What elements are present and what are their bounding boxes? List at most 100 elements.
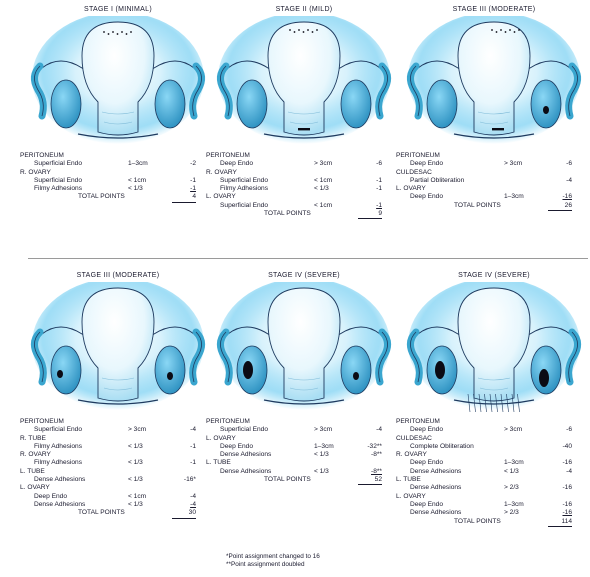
finding-points: -4 <box>190 500 196 508</box>
site-heading: L. OVARY <box>396 493 590 501</box>
site-label: L. OVARY <box>206 193 236 201</box>
finding-row: Filmy Adhesions < 1/3 -1 <box>206 185 402 193</box>
total-row: TOTAL POINTS 4 <box>20 193 216 203</box>
total-row: TOTAL POINTS 26 <box>396 201 590 212</box>
finding-row: Superficial Endo > 3cm -4 <box>20 426 216 434</box>
finding-size: < 1/3 <box>128 476 143 484</box>
finding-size: < 1/3 <box>314 467 329 475</box>
site-label: CULDESAC <box>396 168 432 176</box>
finding-points: -1 <box>190 185 196 193</box>
finding-label: Filmy Adhesions <box>34 442 83 450</box>
site-heading: R. TUBE <box>20 435 216 443</box>
finding-label: Dense Adhesions <box>220 467 272 475</box>
scoring-table: PERITONEUM Deep Endo > 3cm -6 CULDESAC Comple… <box>396 418 590 527</box>
finding-row: Dense Adhesions < 1/3 -4 <box>396 468 590 476</box>
finding-size: < 1cm <box>314 176 333 184</box>
site-heading: PERITONEUM <box>396 152 590 160</box>
site-label: L. TUBE <box>20 467 45 475</box>
finding-label: Superficial Endo <box>34 176 83 184</box>
finding-points: -1 <box>376 201 382 209</box>
scoring-table: PERITONEUM Superficial Endo > 3cm -4 R. TUBE… <box>20 418 216 519</box>
finding-points: -32** <box>367 442 382 450</box>
total-points: 114 <box>548 518 572 527</box>
site-label: R. OVARY <box>396 451 427 459</box>
site-heading: L. OVARY <box>396 185 590 193</box>
finding-label: Partial Obliteration <box>410 176 465 184</box>
finding-row: Superficial Endo > 3cm -4 <box>206 426 402 434</box>
finding-label: Deep Endo <box>220 160 253 168</box>
uterus-illustration <box>206 282 402 422</box>
finding-size: 1–3cm <box>128 160 148 168</box>
finding-row: Superficial Endo < 1cm -1 <box>206 202 402 210</box>
finding-label: Filmy Adhesions <box>34 459 83 467</box>
finding-points: -16* <box>183 476 196 484</box>
site-heading: PERITONEUM <box>20 152 216 160</box>
scoring-table: PERITONEUM Deep Endo > 3cm -6 CULDESAC Partia… <box>396 152 590 212</box>
finding-label: Superficial Endo <box>220 201 269 209</box>
finding-label: Superficial Endo <box>34 160 83 168</box>
finding-points: -16 <box>562 193 572 201</box>
finding-points: -4 <box>566 467 572 475</box>
endometriosis-lesion <box>167 372 173 380</box>
stage-panel: STAGE IV (SEVERE) <box>396 272 590 542</box>
finding-size: 1–3cm <box>504 459 524 467</box>
finding-row: Complete Obliteration -40 <box>396 443 590 451</box>
section-divider <box>28 258 588 259</box>
finding-row: Deep Endo 1–3cm -16 <box>396 501 590 509</box>
finding-size: < 1/3 <box>128 442 143 450</box>
endometriosis-lesion <box>298 128 310 131</box>
site-label: PERITONEUM <box>20 152 64 159</box>
finding-points: -4 <box>566 176 572 184</box>
site-label: L. OVARY <box>396 492 426 500</box>
site-heading: PERITONEUM <box>206 418 402 426</box>
site-heading: PERITONEUM <box>206 152 402 160</box>
finding-points: -6 <box>376 160 382 168</box>
finding-row: Dense Adhesions < 1/3 -8** <box>206 468 402 476</box>
scoring-table: PERITONEUM Superficial Endo 1–3cm -2 R. OVAR… <box>20 152 216 203</box>
total-points: 52 <box>358 476 382 486</box>
finding-label: Deep Endo <box>34 492 67 500</box>
site-label: PERITONEUM <box>20 418 64 425</box>
finding-label: Dense Adhesions <box>410 484 462 492</box>
finding-size: < 1/3 <box>128 185 143 193</box>
stage-title: STAGE IV (SEVERE) <box>458 272 530 279</box>
finding-size: > 3cm <box>314 160 333 168</box>
finding-row: Deep Endo 1–3cm -32** <box>206 443 402 451</box>
footnote-2: **Point assignment doubled <box>226 561 305 568</box>
total-row: TOTAL POINTS 30 <box>20 509 216 519</box>
finding-label: Complete Obliteration <box>410 442 474 450</box>
endometriosis-lesion <box>467 393 520 413</box>
finding-label: Dense Adhesions <box>34 476 86 484</box>
endometriosis-lesion <box>492 128 504 131</box>
site-label: PERITONEUM <box>206 152 250 159</box>
finding-points: -4 <box>190 492 196 500</box>
finding-label: TOTAL POINTS <box>454 201 501 209</box>
finding-label: TOTAL POINTS <box>78 509 125 517</box>
finding-size: < 1/3 <box>128 459 143 467</box>
finding-row: Deep Endo > 3cm -6 <box>396 160 590 168</box>
site-label: L. OVARY <box>20 484 50 492</box>
site-label: L. TUBE <box>206 459 231 467</box>
finding-points: -6 <box>566 160 572 168</box>
total-points: 4 <box>172 193 196 203</box>
scoring-table: PERITONEUM Deep Endo > 3cm -6 R. OVARY Superf… <box>206 152 402 220</box>
endometriosis-lesion <box>289 29 318 33</box>
site-label: L. OVARY <box>396 185 426 193</box>
total-row: TOTAL POINTS 9 <box>206 210 402 220</box>
site-label: R. TUBE <box>20 434 46 442</box>
finding-size: < 1cm <box>128 176 147 184</box>
finding-label: Dense Adhesions <box>34 500 86 508</box>
site-heading: L. TUBE <box>396 476 590 484</box>
finding-row: Partial Obliteration -4 <box>396 177 590 185</box>
stage-title: STAGE I (MINIMAL) <box>84 6 152 13</box>
finding-label: Dense Adhesions <box>410 467 462 475</box>
stage-panel: STAGE III (MODERATE) <box>396 6 590 276</box>
finding-row: Deep Endo < 1cm -4 <box>20 493 216 501</box>
finding-size: 1–3cm <box>504 193 524 201</box>
finding-label: Superficial Endo <box>220 176 269 184</box>
stage-panel: STAGE II (MILD) <box>206 6 402 276</box>
stage-title: STAGE II (MILD) <box>275 6 333 13</box>
finding-size: > 3cm <box>128 426 147 434</box>
finding-size: > 3cm <box>504 426 523 434</box>
endometriosis-lesion <box>491 29 520 33</box>
